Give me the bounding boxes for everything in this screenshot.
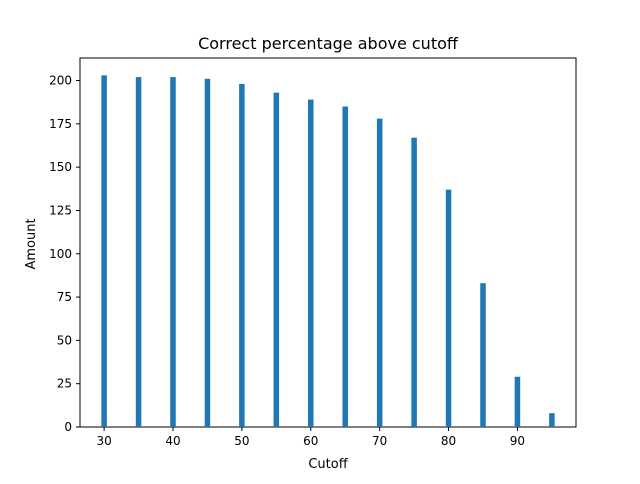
chart-title: Correct percentage above cutoff [198,34,459,53]
bar-75 [411,137,417,427]
x-tick-label: 50 [234,434,249,448]
bar-50 [239,83,245,428]
y-tick-label: 50 [57,333,72,347]
bar-35 [135,77,142,427]
bar-85 [480,283,486,427]
y-axis-label: Amount [24,218,39,269]
x-tick-label: 30 [96,434,111,448]
y-tick-label: 200 [49,74,72,88]
x-tick-label: 90 [510,434,525,448]
bar-95 [549,413,555,427]
y-axis: 0 25 50 75 100 125 150 175 200 [49,74,80,434]
bar-40 [170,77,176,427]
y-tick-label: 75 [57,290,72,304]
y-tick-label: 100 [49,247,72,261]
bar-90 [514,376,521,427]
y-tick-label: 0 [64,420,72,434]
axes-frame [79,57,577,428]
x-tick-label: 80 [441,434,456,448]
x-axis-label: Cutoff [308,457,348,472]
bar-45 [204,78,211,427]
plot-area [79,57,577,428]
y-tick-label: 150 [49,160,72,174]
y-tick-label: 25 [57,377,72,391]
y-tick-label: 125 [49,203,72,217]
bar-series [101,75,555,428]
bar-65 [342,106,348,427]
bar-60 [308,99,314,427]
bar-30 [101,75,107,427]
bar-70 [376,118,383,427]
y-tick-label: 175 [49,117,72,131]
bar-55 [273,92,280,428]
x-axis: 30 40 50 60 70 80 90 [96,427,525,448]
x-tick-label: 60 [303,434,318,448]
bar-80 [445,189,452,427]
x-tick-label: 40 [165,434,180,448]
x-tick-label: 70 [372,434,387,448]
